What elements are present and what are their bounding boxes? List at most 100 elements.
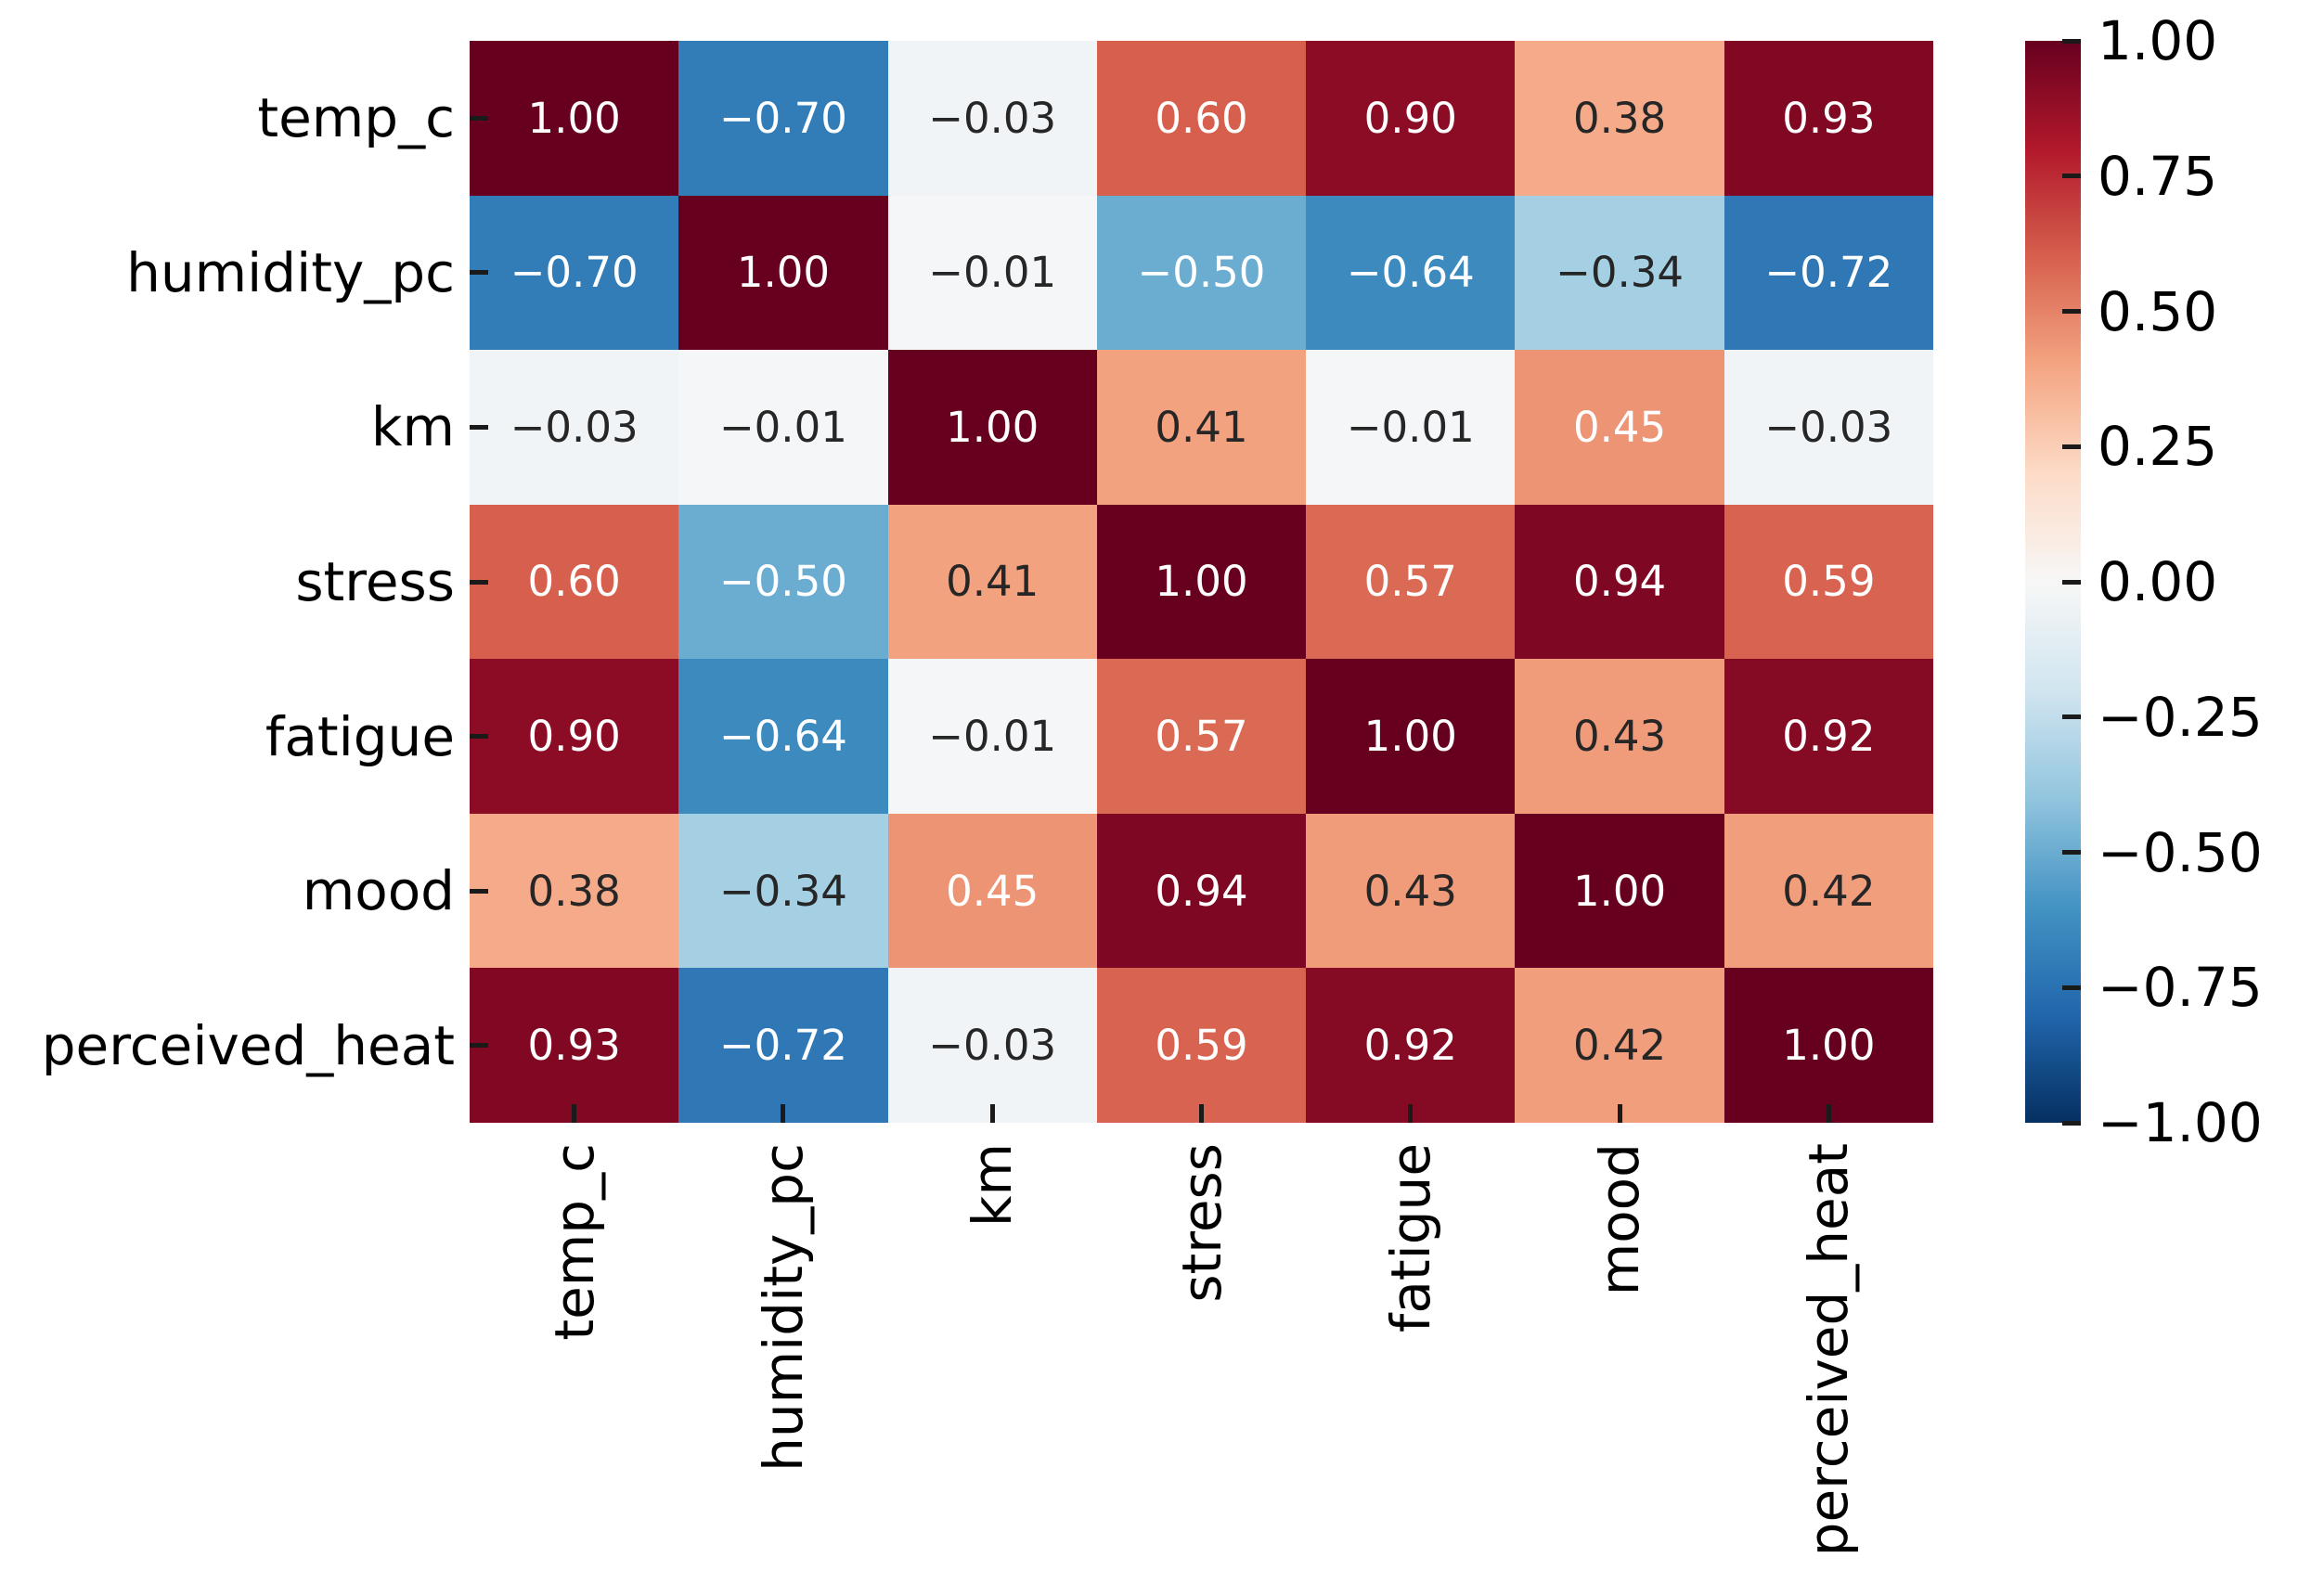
heatmap-cell: 0.42 [1724,813,1933,969]
heatmap-cell: −0.34 [1515,195,1724,351]
heatmap-cell: 0.92 [1306,968,1516,1123]
cell-annotation: 1.00 [527,93,621,143]
cell-annotation: 1.00 [1363,712,1457,762]
cell-annotation: 0.59 [1782,557,1876,607]
heatmap-cell: 1.00 [1724,968,1933,1123]
heatmap-cell: −0.50 [1096,195,1307,351]
heatmap-cell: 0.41 [1096,350,1307,505]
x-tick-label-humidity_pc: humidity_pc [751,1143,815,1472]
cell-annotation: −0.03 [928,93,1057,143]
cell-annotation: 0.42 [1782,866,1876,916]
heatmap-cell: 0.41 [887,504,1097,660]
x-tick-label-mood: mood [1588,1143,1652,1296]
y-tick-label-km: km [370,395,455,459]
cell-annotation: 0.38 [1572,93,1667,143]
colorbar-tick-label: −0.75 [2098,956,2263,1020]
heatmap-cell: 1.00 [678,195,888,351]
heatmap-cell: 1.00 [470,41,679,196]
cell-annotation: 0.43 [1363,866,1457,916]
x-tick-label-temp_c: temp_c [542,1143,606,1341]
cell-annotation: −0.01 [718,402,847,452]
cell-annotation: −0.03 [510,402,639,452]
cell-annotation: 1.00 [1155,557,1248,607]
cell-annotation: −0.01 [1346,402,1475,452]
cell-annotation: 0.90 [527,712,621,762]
y-tick-mark [470,579,488,585]
heatmap-cell: 1.00 [1515,813,1724,969]
cell-annotation: 0.45 [1572,402,1667,452]
colorbar-tick-mark [2062,309,2081,314]
cell-annotation: −0.70 [718,93,847,143]
cell-annotation: 0.93 [527,1021,621,1071]
y-tick-mark [470,888,488,894]
cell-annotation: −0.01 [928,248,1057,298]
y-tick-label-temp_c: temp_c [257,86,455,150]
cell-annotation: 0.92 [1363,1021,1457,1071]
cell-annotation: 0.42 [1572,1021,1667,1071]
cell-annotation: −0.03 [1764,402,1893,452]
heatmap-cell: 0.94 [1096,813,1307,969]
cell-annotation: 0.94 [1572,557,1667,607]
heatmap-cell: −0.64 [678,659,888,814]
colorbar-tick-label: 0.25 [2098,415,2218,479]
cell-annotation: −0.03 [928,1021,1057,1071]
heatmap-cell: −0.01 [678,350,888,505]
heatmap-cell: 0.94 [1515,504,1724,660]
y-tick-mark [470,1043,488,1049]
heatmap-cell: 0.38 [470,813,679,969]
x-tick-label-fatigue: fatigue [1378,1143,1442,1333]
colorbar-tick-mark [2062,850,2081,855]
y-tick-label-stress: stress [295,549,455,613]
heatmap-cell: −0.03 [887,41,1097,196]
heatmap-cell: −0.70 [678,41,888,196]
colorbar-tick-label: 0.75 [2098,144,2218,208]
y-tick-mark [470,734,488,740]
cell-annotation: −0.72 [718,1021,847,1071]
colorbar-tick-label: −0.50 [2098,820,2263,884]
colorbar-tick-mark [2062,174,2081,179]
x-tick-mark [1408,1104,1414,1123]
cell-annotation: 1.00 [736,248,831,298]
colorbar-tick-mark [2062,579,2081,585]
cell-annotation: −0.50 [718,557,847,607]
x-tick-mark [989,1104,995,1123]
y-tick-mark [470,115,488,121]
heatmap-cell: −0.70 [470,195,679,351]
heatmap-cell: 0.59 [1724,504,1933,660]
cell-annotation: −0.34 [718,866,847,916]
heatmap-cell: 1.00 [887,350,1097,505]
cell-annotation: 0.59 [1155,1021,1248,1071]
cell-annotation: 0.41 [1155,402,1248,452]
heatmap-cell: 1.00 [1306,659,1516,814]
x-tick-mark [572,1104,577,1123]
cell-annotation: −0.01 [928,712,1057,762]
heatmap-cell: −0.34 [678,813,888,969]
heatmap-cell: −0.72 [678,968,888,1123]
x-tick-mark [1199,1104,1204,1123]
heatmap-cell: −0.03 [1724,350,1933,505]
y-tick-mark [470,424,488,430]
x-tick-label-perceived_heat: perceived_heat [1797,1143,1861,1557]
heatmap-cell: 0.93 [1724,41,1933,196]
colorbar-tick-label: 0.00 [2098,550,2218,613]
cell-annotation: 0.38 [527,866,621,916]
colorbar-tick-label: 0.50 [2098,279,2218,343]
heatmap-cell: 0.92 [1724,659,1933,814]
heatmap-cell: −0.03 [470,350,679,505]
x-tick-mark [1617,1104,1622,1123]
cell-annotation: 0.41 [946,557,1039,607]
cell-annotation: 0.57 [1155,712,1248,762]
heatmap-cell: 0.90 [1306,41,1516,196]
cell-annotation: −0.72 [1764,248,1893,298]
heatmap-cell: 0.43 [1306,813,1516,969]
y-tick-label-perceived_heat: perceived_heat [41,1013,455,1077]
heatmap-cell: 1.00 [1096,504,1307,660]
heatmap-cell: 0.60 [1096,41,1307,196]
colorbar-tick-label: −1.00 [2098,1091,2263,1154]
cell-annotation: 0.93 [1782,93,1876,143]
x-tick-mark [1826,1104,1831,1123]
heatmap-cell: 0.42 [1515,968,1724,1123]
y-axis-tick-labels: temp_c humidity_pc km stress fatigue mood perc… [0,41,470,1123]
heatmap-cell: −0.01 [887,659,1097,814]
